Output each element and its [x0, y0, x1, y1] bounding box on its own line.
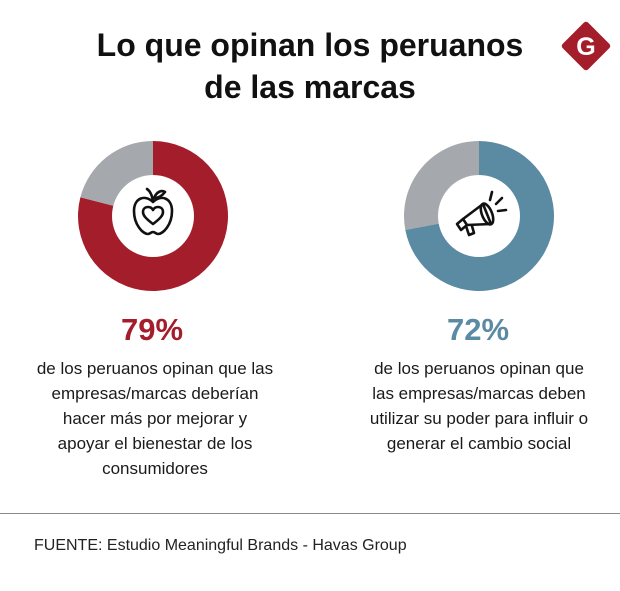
brand-logo-icon: G: [561, 21, 611, 71]
title-line-2: de las marcas: [204, 69, 416, 105]
donut-2-description-line: las empresas/marcas deben: [372, 384, 586, 403]
donut-1-description-line: de los peruanos opinan que las: [36, 359, 274, 378]
chart-title: Lo que opinan los peruanos de las marcas: [60, 24, 560, 108]
donut-1-description-line: hacer más por mejorar y: [62, 409, 248, 428]
title-line-1: Lo que opinan los peruanos: [96, 27, 524, 63]
donut-chart-2: [404, 141, 554, 291]
logo-diamond: [561, 21, 611, 71]
donut-1-description-line: consumidores: [102, 459, 208, 478]
donut-2-description-line: generar el cambio social: [386, 434, 572, 453]
donut-1-hole: [112, 175, 194, 257]
donut-2-description-line: de los peruanos opinan que: [374, 359, 584, 378]
donut-1-description: de los peruanos opinan que las empresas/…: [20, 356, 290, 481]
donut-2-description-line: utilizar su poder para influir o: [369, 409, 589, 428]
logo-letter: G: [576, 33, 595, 61]
apple-heart-icon: [132, 187, 174, 236]
donut-2-description: de los peruanos opinan que las empresas/…: [344, 356, 614, 456]
donut-1-description-line: apoyar el bienestar de los: [57, 434, 253, 453]
donut-2-value-label: 72%: [446, 312, 510, 347]
donut-1-value-label: 79%: [120, 312, 184, 347]
megaphone-icon: [455, 190, 508, 237]
donut-1-description-line: empresas/marcas deberían: [51, 384, 259, 403]
donut-chart-1: [78, 141, 228, 291]
donut-2-hole: [438, 175, 520, 257]
footer-divider: [0, 513, 620, 514]
source-note: FUENTE: Estudio Meaningful Brands - Hava…: [34, 537, 407, 554]
